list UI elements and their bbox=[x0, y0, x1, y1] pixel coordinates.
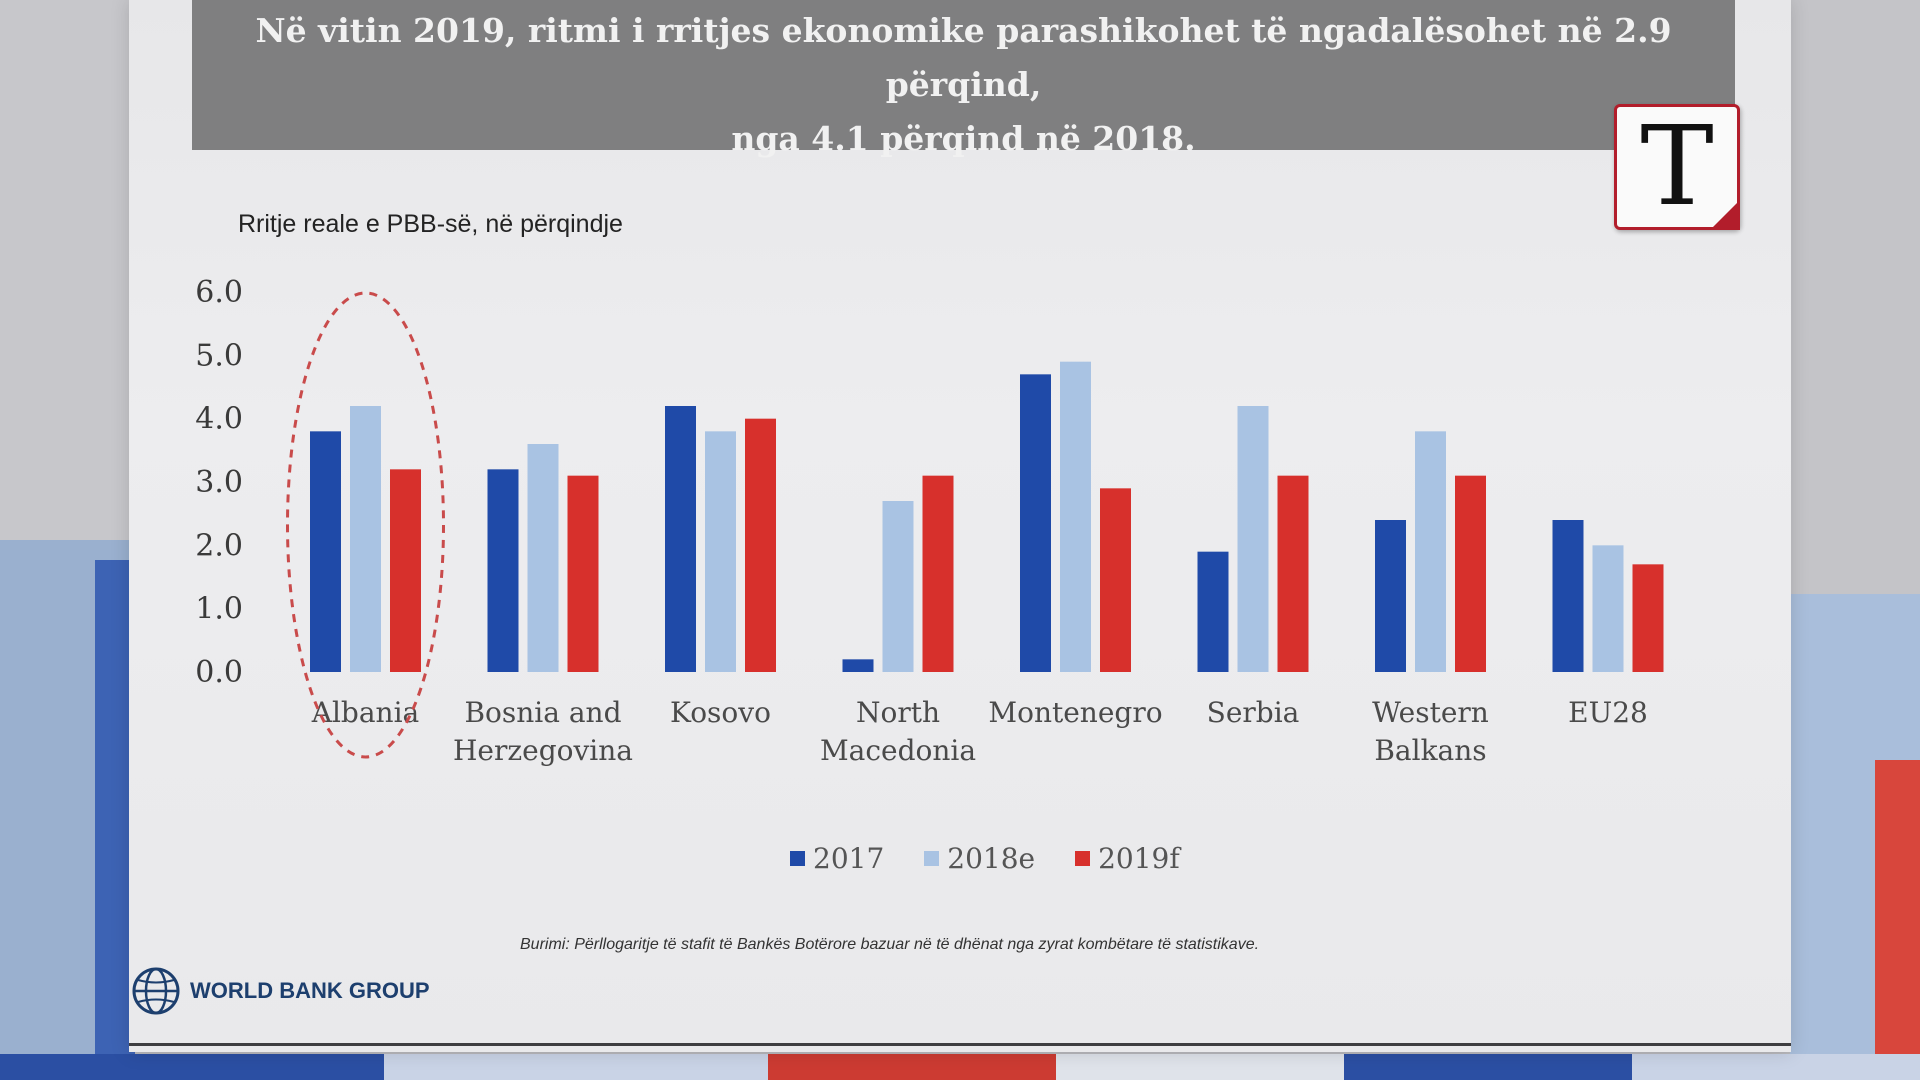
bar-2017-0 bbox=[310, 431, 341, 672]
bar-2019f-0 bbox=[390, 469, 421, 672]
world-bank-label: WORLD BANK GROUP bbox=[190, 978, 430, 1003]
legend-swatch-2019f bbox=[1075, 851, 1091, 866]
header-title-line2: nga 4.1 përqind në 2018. bbox=[731, 119, 1196, 158]
y-tick-label: 4.0 bbox=[195, 402, 243, 437]
background-left bbox=[0, 0, 135, 1080]
legend-swatch-2018e bbox=[924, 851, 940, 866]
legend-swatch-2017 bbox=[790, 851, 805, 866]
category-label: Montenegro bbox=[988, 696, 1162, 729]
globe-icon bbox=[132, 967, 180, 1015]
bar-2017-5 bbox=[1197, 551, 1229, 672]
bar-2017-4 bbox=[1020, 374, 1051, 672]
category-label: Macedonia bbox=[820, 734, 976, 767]
y-tick-label: 2.0 bbox=[195, 528, 243, 563]
legend-label-2019f: 2019f bbox=[1098, 842, 1180, 875]
header-band: Në vitin 2019, ritmi i rritjes ekonomike… bbox=[192, 0, 1735, 158]
background-right bbox=[1790, 0, 1920, 1080]
y-axis-label: Rritje reale e PBB-së, në përqindje bbox=[238, 210, 623, 238]
bar-2018e-5 bbox=[1237, 406, 1269, 672]
bar-2019f-1 bbox=[567, 475, 599, 672]
world-bank-brand: WORLD BANK GROUP bbox=[130, 965, 430, 1017]
category-label: Albania bbox=[311, 696, 419, 729]
background-bottom bbox=[0, 1054, 1920, 1080]
bar-2018e-7 bbox=[1592, 545, 1624, 672]
y-tick-label: 0.0 bbox=[195, 655, 243, 690]
bar-2017-2 bbox=[665, 406, 696, 672]
y-tick-label: 1.0 bbox=[195, 592, 243, 627]
legend-label-2018e: 2018e bbox=[947, 842, 1036, 875]
bar-2018e-0 bbox=[350, 406, 381, 672]
category-label: Bosnia and bbox=[464, 696, 621, 729]
bar-2017-6 bbox=[1375, 520, 1406, 672]
bar-2019f-6 bbox=[1455, 475, 1486, 672]
category-label: Western bbox=[1372, 696, 1489, 729]
legend-item-2019f: 2019f bbox=[1075, 842, 1180, 875]
category-label: Herzegovina bbox=[453, 734, 633, 767]
bar-2019f-3 bbox=[922, 475, 954, 672]
category-label: EU28 bbox=[1568, 696, 1648, 729]
bar-2019f-7 bbox=[1632, 564, 1664, 672]
bar-2017-3 bbox=[842, 659, 874, 672]
category-label: Kosovo bbox=[670, 696, 771, 729]
legend-item-2018e: 2018e bbox=[924, 842, 1035, 875]
bar-2017-1 bbox=[487, 469, 519, 672]
bar-2017-7 bbox=[1552, 520, 1584, 672]
y-tick-label: 5.0 bbox=[195, 338, 243, 373]
category-label: Balkans bbox=[1374, 734, 1486, 767]
legend-item-2017: 2017 bbox=[790, 842, 884, 875]
bar-2018e-2 bbox=[705, 431, 736, 672]
bar-2019f-4 bbox=[1100, 488, 1131, 672]
header-title-line1: Në vitin 2019, ritmi i rritjes ekonomike… bbox=[255, 11, 1672, 104]
category-label: North bbox=[856, 696, 940, 729]
legend-label-2017: 2017 bbox=[813, 842, 885, 875]
bar-2018e-1 bbox=[527, 444, 559, 672]
y-tick-label: 6.0 bbox=[195, 275, 243, 310]
bar-2018e-3 bbox=[882, 501, 914, 672]
category-label: Serbia bbox=[1207, 696, 1300, 729]
y-tick-label: 3.0 bbox=[195, 465, 243, 500]
bar-2018e-6 bbox=[1415, 431, 1446, 672]
highlight-ellipse bbox=[286, 291, 445, 759]
paper-divider bbox=[129, 1043, 1791, 1046]
chart-legend: 2017 2018e 2019f bbox=[790, 842, 1180, 875]
source-note: Burimi: Përllogaritje të stafit të Bankë… bbox=[520, 936, 1260, 953]
logo-letter: T bbox=[1640, 102, 1714, 230]
bar-2018e-4 bbox=[1060, 361, 1091, 672]
bar-2019f-5 bbox=[1277, 475, 1309, 672]
bar-2019f-2 bbox=[745, 418, 776, 672]
channel-logo: T bbox=[1614, 104, 1740, 230]
